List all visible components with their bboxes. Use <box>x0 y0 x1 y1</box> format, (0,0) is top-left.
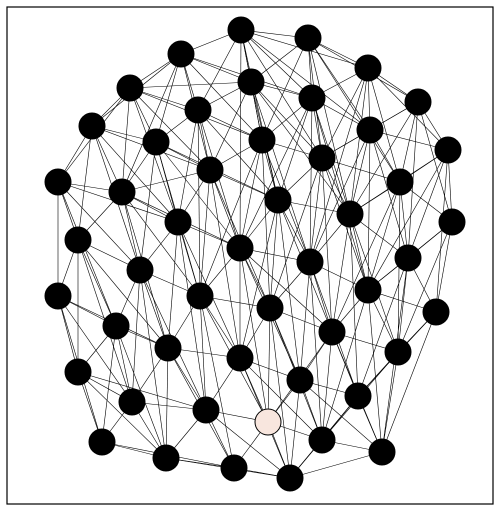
node <box>227 345 253 371</box>
node-highlight <box>255 409 281 435</box>
node <box>345 383 371 409</box>
node <box>309 145 335 171</box>
node <box>369 439 395 465</box>
node <box>165 209 191 235</box>
node <box>249 127 275 153</box>
node <box>355 55 381 81</box>
node <box>193 397 219 423</box>
node <box>153 445 179 471</box>
node <box>355 277 381 303</box>
node <box>395 245 421 271</box>
node <box>309 427 335 453</box>
node <box>405 89 431 115</box>
node <box>423 299 449 325</box>
node <box>79 113 105 139</box>
node <box>257 295 283 321</box>
node <box>143 129 169 155</box>
network-graph <box>0 0 500 511</box>
node <box>155 335 181 361</box>
graph-frame <box>0 0 500 511</box>
node <box>127 257 153 283</box>
node <box>435 137 461 163</box>
node <box>117 75 143 101</box>
node <box>387 169 413 195</box>
node <box>357 117 383 143</box>
node <box>185 97 211 123</box>
node <box>89 429 115 455</box>
node <box>385 339 411 365</box>
node <box>103 313 129 339</box>
node <box>109 179 135 205</box>
node <box>221 455 247 481</box>
node <box>65 227 91 253</box>
node <box>238 69 264 95</box>
node <box>277 465 303 491</box>
node <box>295 25 321 51</box>
node <box>168 41 194 67</box>
node <box>45 169 71 195</box>
node <box>45 283 71 309</box>
node <box>287 367 313 393</box>
node <box>119 389 145 415</box>
node <box>227 235 253 261</box>
node <box>439 209 465 235</box>
node <box>299 85 325 111</box>
node <box>187 283 213 309</box>
node <box>197 157 223 183</box>
node <box>265 187 291 213</box>
node <box>337 201 363 227</box>
node <box>228 17 254 43</box>
node <box>319 319 345 345</box>
node <box>65 359 91 385</box>
node <box>297 249 323 275</box>
